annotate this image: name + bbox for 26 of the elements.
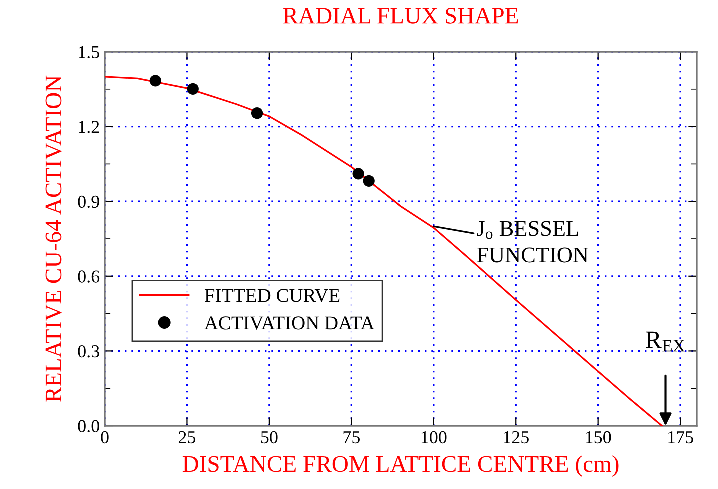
x-tick-label: 0 bbox=[101, 431, 109, 444]
y-axis-title: RELATIVE CU-64 ACTIVATION bbox=[46, 76, 62, 402]
x-tick-label: 75 bbox=[344, 432, 360, 444]
point bbox=[251, 108, 264, 120]
x-tick-label: 25 bbox=[178, 431, 196, 444]
x-axis-title: DISTANCE FROM LATTICE CENTRE (cm) bbox=[182, 456, 619, 477]
y-tick-label: 0.9 bbox=[78, 196, 100, 208]
point bbox=[363, 175, 375, 187]
legend-label: ACTIVATION DATA bbox=[204, 316, 375, 330]
y-tick-label: 1.2 bbox=[79, 121, 100, 134]
point bbox=[352, 168, 364, 180]
x-tick-label: 100 bbox=[422, 431, 447, 444]
legend-label: FITTED CURVE bbox=[204, 289, 340, 302]
y-tick-label: 0.6 bbox=[78, 270, 100, 283]
x-tick-label: 50 bbox=[261, 431, 278, 444]
annotation: J$_{o}$ BESSEL FUNCTION bbox=[477, 221, 588, 263]
chart-title: RADIAL FLUX SHAPE bbox=[283, 8, 518, 24]
y-tick-label: 0.3 bbox=[78, 345, 100, 358]
x-tick-label: 150 bbox=[586, 431, 612, 444]
point bbox=[187, 83, 199, 95]
y-tick-label: 0.0 bbox=[78, 420, 100, 433]
x-tick-label: 125 bbox=[504, 431, 529, 444]
point bbox=[150, 75, 162, 87]
annotation: R$_{EX}$ bbox=[646, 332, 686, 352]
x-tick-label: 175 bbox=[668, 431, 694, 444]
y-tick-label: 1.5 bbox=[79, 46, 100, 59]
